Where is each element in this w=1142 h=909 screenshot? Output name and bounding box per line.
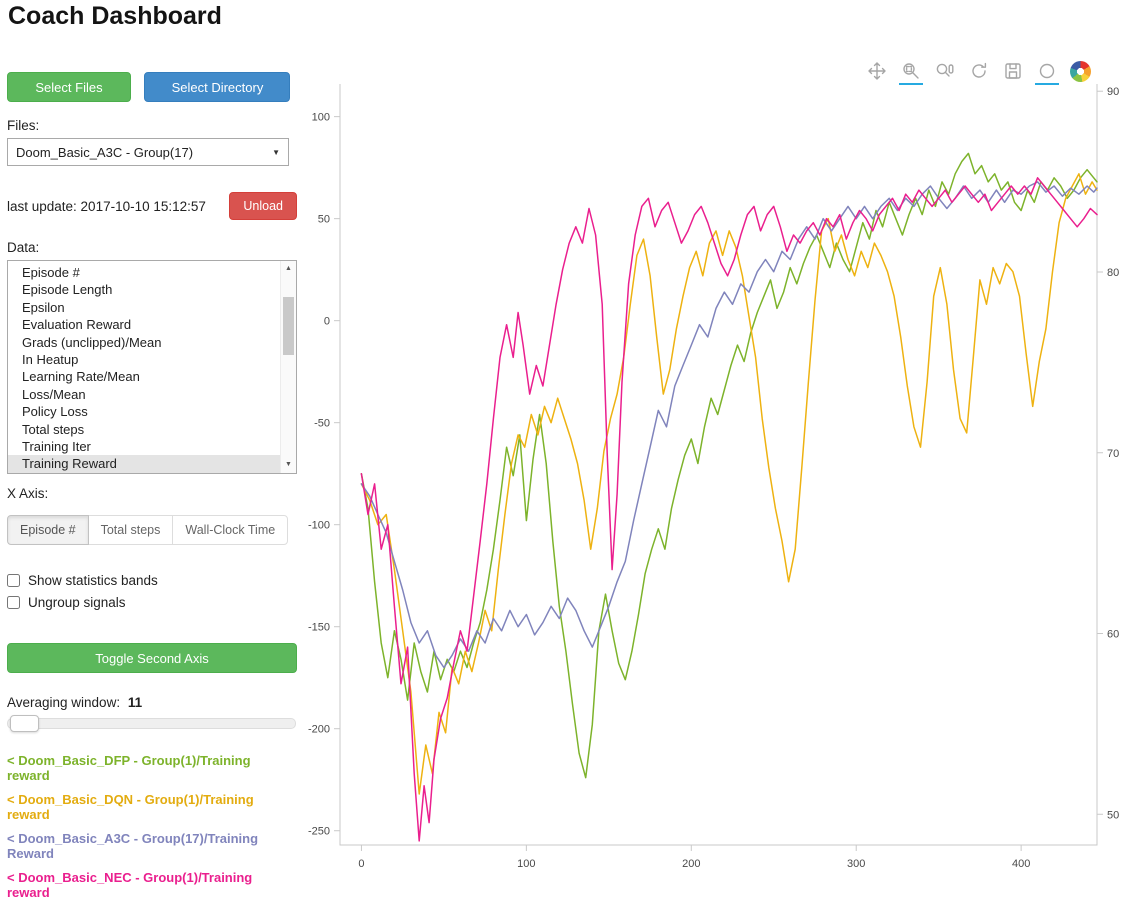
left-tick-label: 50 [318,214,330,226]
pan-icon [868,62,886,80]
listbox-scrollbar[interactable]: ▲ ▼ [280,261,296,473]
averaging-window-row: Averaging window: 11 [7,695,297,710]
x-tick-label: 0 [358,858,364,870]
averaging-window-slider[interactable] [7,715,296,732]
select-directory-button[interactable]: Select Directory [144,72,291,102]
axis-frame [339,84,1098,846]
data-item[interactable]: Training Reward [8,455,296,473]
data-listbox-items: Episode # Episode Length Epsilon Evaluation… [8,264,296,473]
x-axis-label: X Axis: [7,486,49,501]
averaging-window-label: Averaging window: [7,695,121,710]
data-item[interactable]: Training Iter [22,439,91,455]
x-tick-label: 300 [847,858,865,870]
box-zoom-tool[interactable] [899,58,923,85]
data-item[interactable]: Total steps [22,421,85,437]
box-zoom-icon [903,63,919,79]
legend-item[interactable]: < Doom_Basic_NEC - Group(1)/Training rew… [7,870,253,900]
slider-thumb[interactable] [10,715,39,732]
data-item[interactable]: Grads (unclipped)/Mean [22,334,162,350]
last-update-text: last update: 2017-10-10 15:12:57 [7,198,206,214]
left-tick-label: 100 [312,112,330,124]
data-item[interactable]: Evaluation Reward [22,317,132,333]
files-select[interactable]: Doom_Basic_A3C - Group(17) ▼ [7,138,289,166]
right-tick-label: 90 [1107,86,1119,98]
left-tick-label: -150 [308,622,330,634]
checkbox-label: Ungroup signals [28,595,126,610]
legend-item[interactable]: < Doom_Basic_A3C - Group(17)/Training Re… [7,831,259,861]
x-tick-label: 200 [682,858,700,870]
series-line [360,177,1098,842]
unload-button[interactable]: Unload [229,192,297,220]
show-statistics-bands-checkbox[interactable] [7,574,20,587]
pan-tool[interactable] [866,58,888,84]
scrollbar-thumb[interactable] [283,297,294,355]
data-listbox[interactable]: Episode # Episode Length Epsilon Evaluation… [7,260,297,474]
data-item[interactable]: In Heatup [22,352,79,368]
scroll-up-icon[interactable]: ▲ [285,265,292,272]
page-title: Coach Dashboard [8,2,222,30]
legend-item[interactable]: < Doom_Basic_DQN - Group(1)/Training rew… [7,792,254,822]
checkbox-row[interactable]: Ungroup signals [7,595,297,610]
data-item[interactable]: Learning Rate/Mean [22,369,140,385]
bokeh-logo-icon[interactable] [1070,60,1091,82]
data-item[interactable]: Loss/Mean [22,386,86,402]
sidebar: Select Files Select Directory Files: Doo… [7,72,297,909]
legend-item[interactable]: < Doom_Basic_DFP - Group(1)/Training rew… [7,753,251,783]
data-item[interactable]: Episode # [22,265,80,280]
signals-legend: < Doom_Basic_DFP - Group(1)/Training rew… [7,753,297,900]
scroll-down-icon[interactable]: ▼ [285,461,292,468]
ungroup-signals-checkbox[interactable] [7,596,20,609]
file-buttons-row: Select Files Select Directory [7,72,297,102]
hover-icon [1039,63,1055,79]
data-item[interactable]: Episode Length [22,282,113,298]
left-tick-label: -200 [308,724,330,736]
xaxis-option-total-steps[interactable]: Total steps [87,515,174,545]
files-label: Files: [7,118,40,133]
chart-toolbar [866,58,1091,85]
save-tool[interactable] [1002,58,1024,84]
data-label: Data: [7,240,40,255]
data-item[interactable]: Policy Loss [22,404,88,420]
files-select-value: Doom_Basic_A3C - Group(17) [16,144,194,160]
x-axis-button-group: Episode # Total steps Wall-Clock Time [7,515,297,545]
right-tick-label: 70 [1107,448,1119,460]
x-tick-label: 400 [1012,858,1030,870]
data-item[interactable]: Epsilon [22,299,65,315]
series-line [360,181,1098,669]
options-checkboxes: Show statistics bands Ungroup signals [7,573,297,610]
checkbox-label: Show statistics bands [28,573,158,588]
dropdown-arrow-icon: ▼ [272,147,280,157]
reset-icon [972,62,987,78]
left-tick-label: -250 [308,826,330,838]
averaging-window-value: 11 [127,695,143,710]
xaxis-option-episode-[interactable]: Episode # [7,515,89,545]
hover-tool[interactable] [1035,58,1059,85]
x-tick-label: 100 [517,858,535,870]
wheel-zoom-tool[interactable] [934,58,956,84]
save-icon [1005,63,1021,79]
reset-tool[interactable] [968,58,990,84]
select-files-button[interactable]: Select Files [7,72,131,102]
last-update-row: last update: 2017-10-10 15:12:57 Unload [7,192,297,220]
right-tick-label: 50 [1107,809,1119,821]
series-line [360,152,1098,779]
checkbox-row[interactable]: Show statistics bands [7,573,297,588]
left-tick-label: -100 [308,520,330,532]
right-tick-label: 80 [1107,267,1119,279]
left-tick-label: -50 [314,418,330,430]
left-tick-label: 0 [324,316,330,328]
series-line [360,173,1098,795]
plot-area[interactable]: 100 50 0 -50 -100 -150 -200 -250 90 80 70 60 50 0 100 2… [0,0,1142,881]
xaxis-option-wall-clock-time[interactable]: Wall-Clock Time [172,515,289,545]
toggle-second-axis-button[interactable]: Toggle Second Axis [7,643,297,673]
wheel-zoom-icon [936,63,954,77]
right-tick-label: 60 [1107,629,1119,641]
